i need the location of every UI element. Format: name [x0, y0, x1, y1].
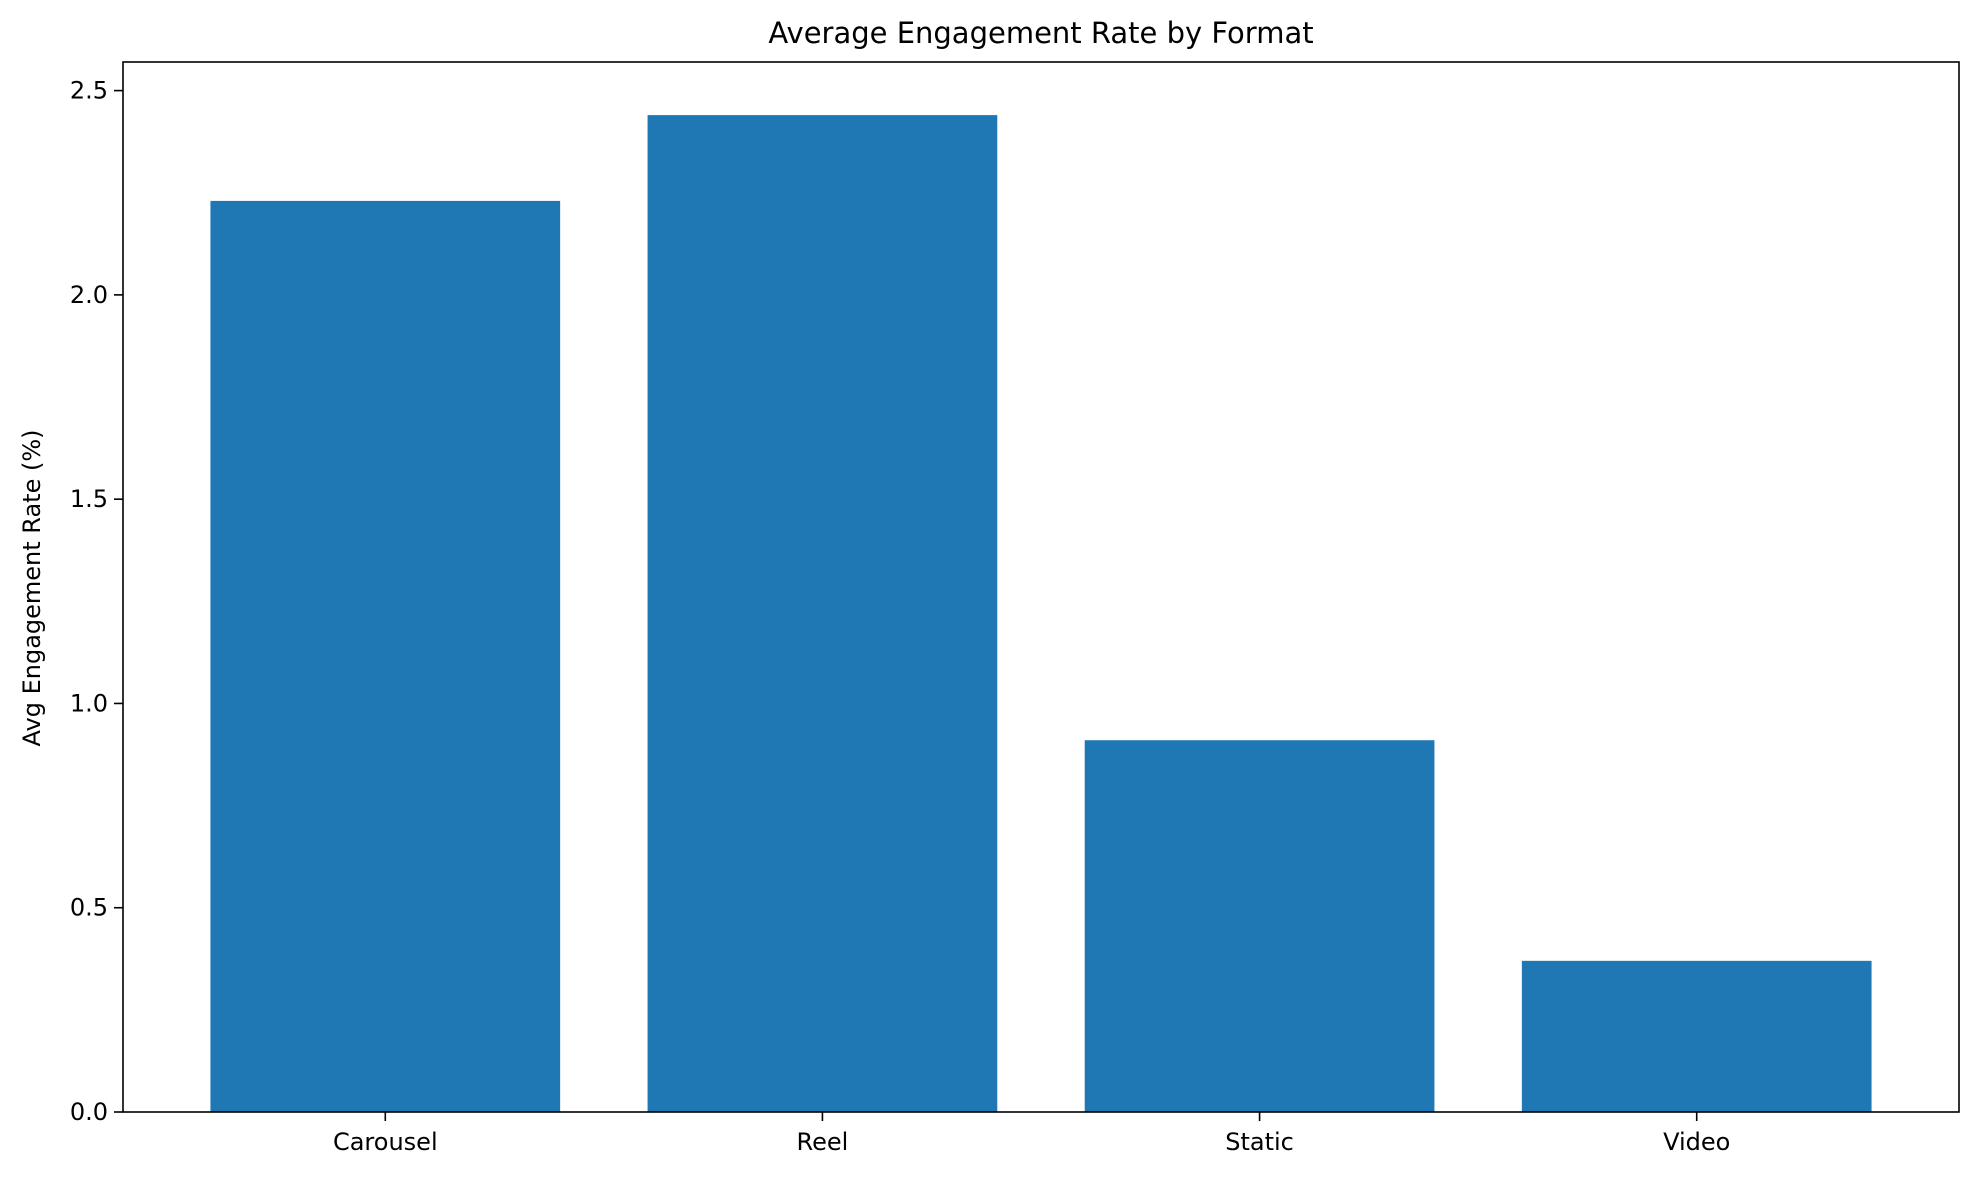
- y-axis-label: Avg Engagement Rate (%): [18, 430, 46, 747]
- x-axis: Carousel Reel Static Video: [333, 1112, 1730, 1156]
- chart-title: Average Engagement Rate by Format: [768, 16, 1313, 50]
- y-axis: 0.0 0.5 1.0 1.5 2.0 2.5: [70, 77, 123, 1126]
- y-tick-label: 1.0: [70, 689, 108, 717]
- x-tick-label: Carousel: [333, 1128, 438, 1156]
- bar-static: [1084, 740, 1435, 1112]
- y-tick-label: 2.5: [70, 77, 108, 105]
- plot-area-frame: [122, 61, 1960, 1113]
- y-tick-label: 0.0: [70, 1098, 108, 1126]
- y-tick-label: 0.5: [70, 894, 108, 922]
- x-tick-label: Video: [1663, 1128, 1730, 1156]
- bar-video: [1521, 960, 1872, 1112]
- x-tick-label: Reel: [797, 1128, 849, 1156]
- y-tick-label: 1.5: [70, 485, 108, 513]
- bars-layer: [210, 115, 1872, 1113]
- x-tick-label: Static: [1225, 1128, 1294, 1156]
- bar-reel: [647, 115, 998, 1113]
- y-tick-label: 2.0: [70, 281, 108, 309]
- bar-carousel: [210, 200, 561, 1112]
